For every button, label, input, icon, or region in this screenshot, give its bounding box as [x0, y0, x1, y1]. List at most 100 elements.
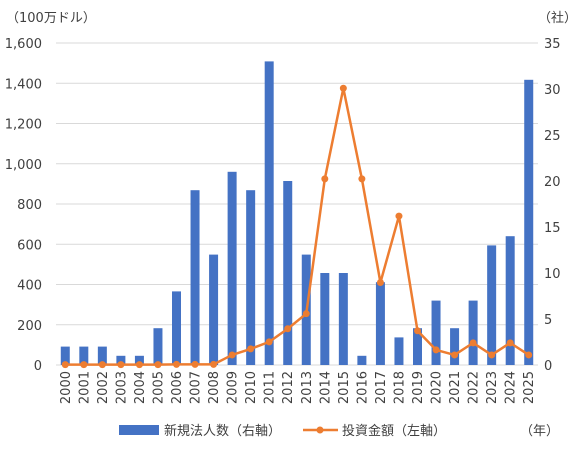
bar	[116, 355, 126, 365]
line-point	[469, 339, 477, 347]
right-axis-ticks: 0 5 10 15 20 25 30 35	[544, 37, 561, 374]
right-axis-tick-label: 25	[544, 129, 561, 144]
bar	[524, 79, 534, 366]
gridlines	[56, 42, 538, 366]
x-axis-tick-label: 2004	[133, 371, 148, 404]
x-axis-tick-label: 2022	[467, 371, 482, 404]
x-axis-tick-label: 2000	[59, 371, 74, 404]
bar	[375, 282, 385, 365]
left-axis-tick-label: 600	[17, 238, 42, 253]
left-axis-tick-label: 0	[34, 359, 42, 374]
bar	[283, 181, 293, 365]
line-point	[173, 360, 180, 368]
x-axis-tick-label: 2001	[77, 371, 92, 404]
right-axis-tick-label: 35	[544, 37, 561, 52]
line-point	[117, 361, 125, 369]
line-point	[339, 84, 347, 92]
right-axis-tick-label: 30	[544, 83, 561, 98]
x-axis-tick-label: 2014	[318, 371, 333, 404]
line-series	[61, 84, 533, 369]
x-axis-unit: （年）	[520, 424, 559, 439]
x-axis-tick-label: 2002	[96, 371, 111, 404]
line-point	[414, 327, 421, 335]
line-point	[488, 351, 496, 359]
line-point	[247, 345, 255, 353]
x-axis-tick-label: 2024	[504, 371, 519, 404]
line-point	[228, 351, 236, 359]
bar	[450, 328, 460, 365]
legend-line-label: 投資金額（左軸）	[342, 423, 446, 439]
bar	[431, 300, 441, 365]
right-axis-tick-label: 15	[544, 221, 561, 236]
line-point	[506, 339, 514, 347]
series-line	[65, 87, 530, 366]
x-axis-tick-label: 2019	[411, 371, 426, 404]
left-axis-tick-label: 1,200	[5, 118, 42, 133]
bar	[357, 355, 367, 365]
bar	[209, 254, 219, 365]
x-axis-tick-label: 2017	[374, 371, 389, 404]
line-point	[302, 310, 310, 318]
right-axis-tick-label: 10	[544, 267, 561, 282]
line-point	[358, 175, 366, 183]
line-point	[376, 278, 384, 286]
left-axis-tick-label: 1,600	[5, 37, 42, 52]
line-point	[98, 361, 106, 369]
x-axis-tick-label: 2021	[448, 371, 463, 404]
line-point	[525, 351, 533, 359]
line-point	[191, 360, 199, 368]
x-axis-tick-label: 2009	[226, 371, 241, 404]
left-axis-tick-label: 1,400	[5, 77, 42, 92]
legend-bar-label: 新規法人数（右軸）	[164, 423, 281, 439]
x-axis-tick-label: 2003	[114, 371, 129, 404]
line-point	[61, 361, 69, 369]
left-axis-unit: （100万ドル）	[6, 11, 96, 26]
x-axis-tick-label: 2013	[300, 371, 315, 404]
right-axis-tick-label: 20	[544, 175, 561, 190]
x-axis-ticks: 2000 2001 2002 2003 2004 2005 2006 2007 2008 2009…	[59, 371, 537, 404]
bar	[227, 171, 237, 365]
line-point	[284, 325, 292, 333]
left-axis-tick-label: 1,000	[5, 158, 42, 173]
x-axis-tick-label: 2018	[392, 371, 407, 404]
line-point	[451, 351, 459, 359]
bar	[153, 328, 163, 365]
bar	[487, 245, 497, 365]
right-axis-tick-label: 0	[544, 359, 552, 374]
bar	[320, 273, 330, 365]
bar	[190, 190, 200, 365]
x-axis-tick-label: 2015	[337, 371, 352, 404]
line-point	[395, 212, 403, 220]
left-axis-tick-label: 400	[17, 279, 42, 294]
bar	[172, 291, 181, 365]
line-point	[154, 361, 162, 369]
right-axis-unit: （社）	[538, 10, 577, 26]
bar	[413, 328, 422, 365]
bar	[505, 236, 515, 365]
bar-series	[60, 61, 534, 366]
left-axis-ticks: 0 200 400 600 800 1,000 1,200 1,400 1,600	[5, 37, 42, 374]
x-axis-tick-label: 2020	[430, 371, 445, 404]
bar	[134, 355, 144, 365]
x-axis-tick-label: 2008	[207, 371, 222, 404]
legend-line-marker	[316, 426, 324, 434]
line-point	[265, 338, 273, 346]
right-axis-tick-label: 5	[544, 313, 552, 328]
line-point	[321, 175, 329, 183]
x-axis-tick-label: 2006	[170, 371, 185, 404]
x-axis-tick-label: 2023	[485, 371, 500, 404]
line-point	[80, 361, 88, 369]
bar	[97, 346, 107, 365]
x-axis-tick-label: 2010	[244, 371, 259, 404]
x-axis-tick-label: 2007	[189, 371, 204, 404]
bar	[468, 300, 478, 365]
line-point	[135, 361, 143, 369]
bar	[246, 190, 256, 365]
left-axis-tick-label: 800	[17, 198, 42, 213]
line-point	[432, 346, 440, 354]
line-point	[210, 360, 218, 368]
x-axis-tick-label: 2005	[151, 371, 166, 404]
bar	[394, 337, 404, 365]
left-axis-tick-label: 200	[17, 319, 42, 334]
